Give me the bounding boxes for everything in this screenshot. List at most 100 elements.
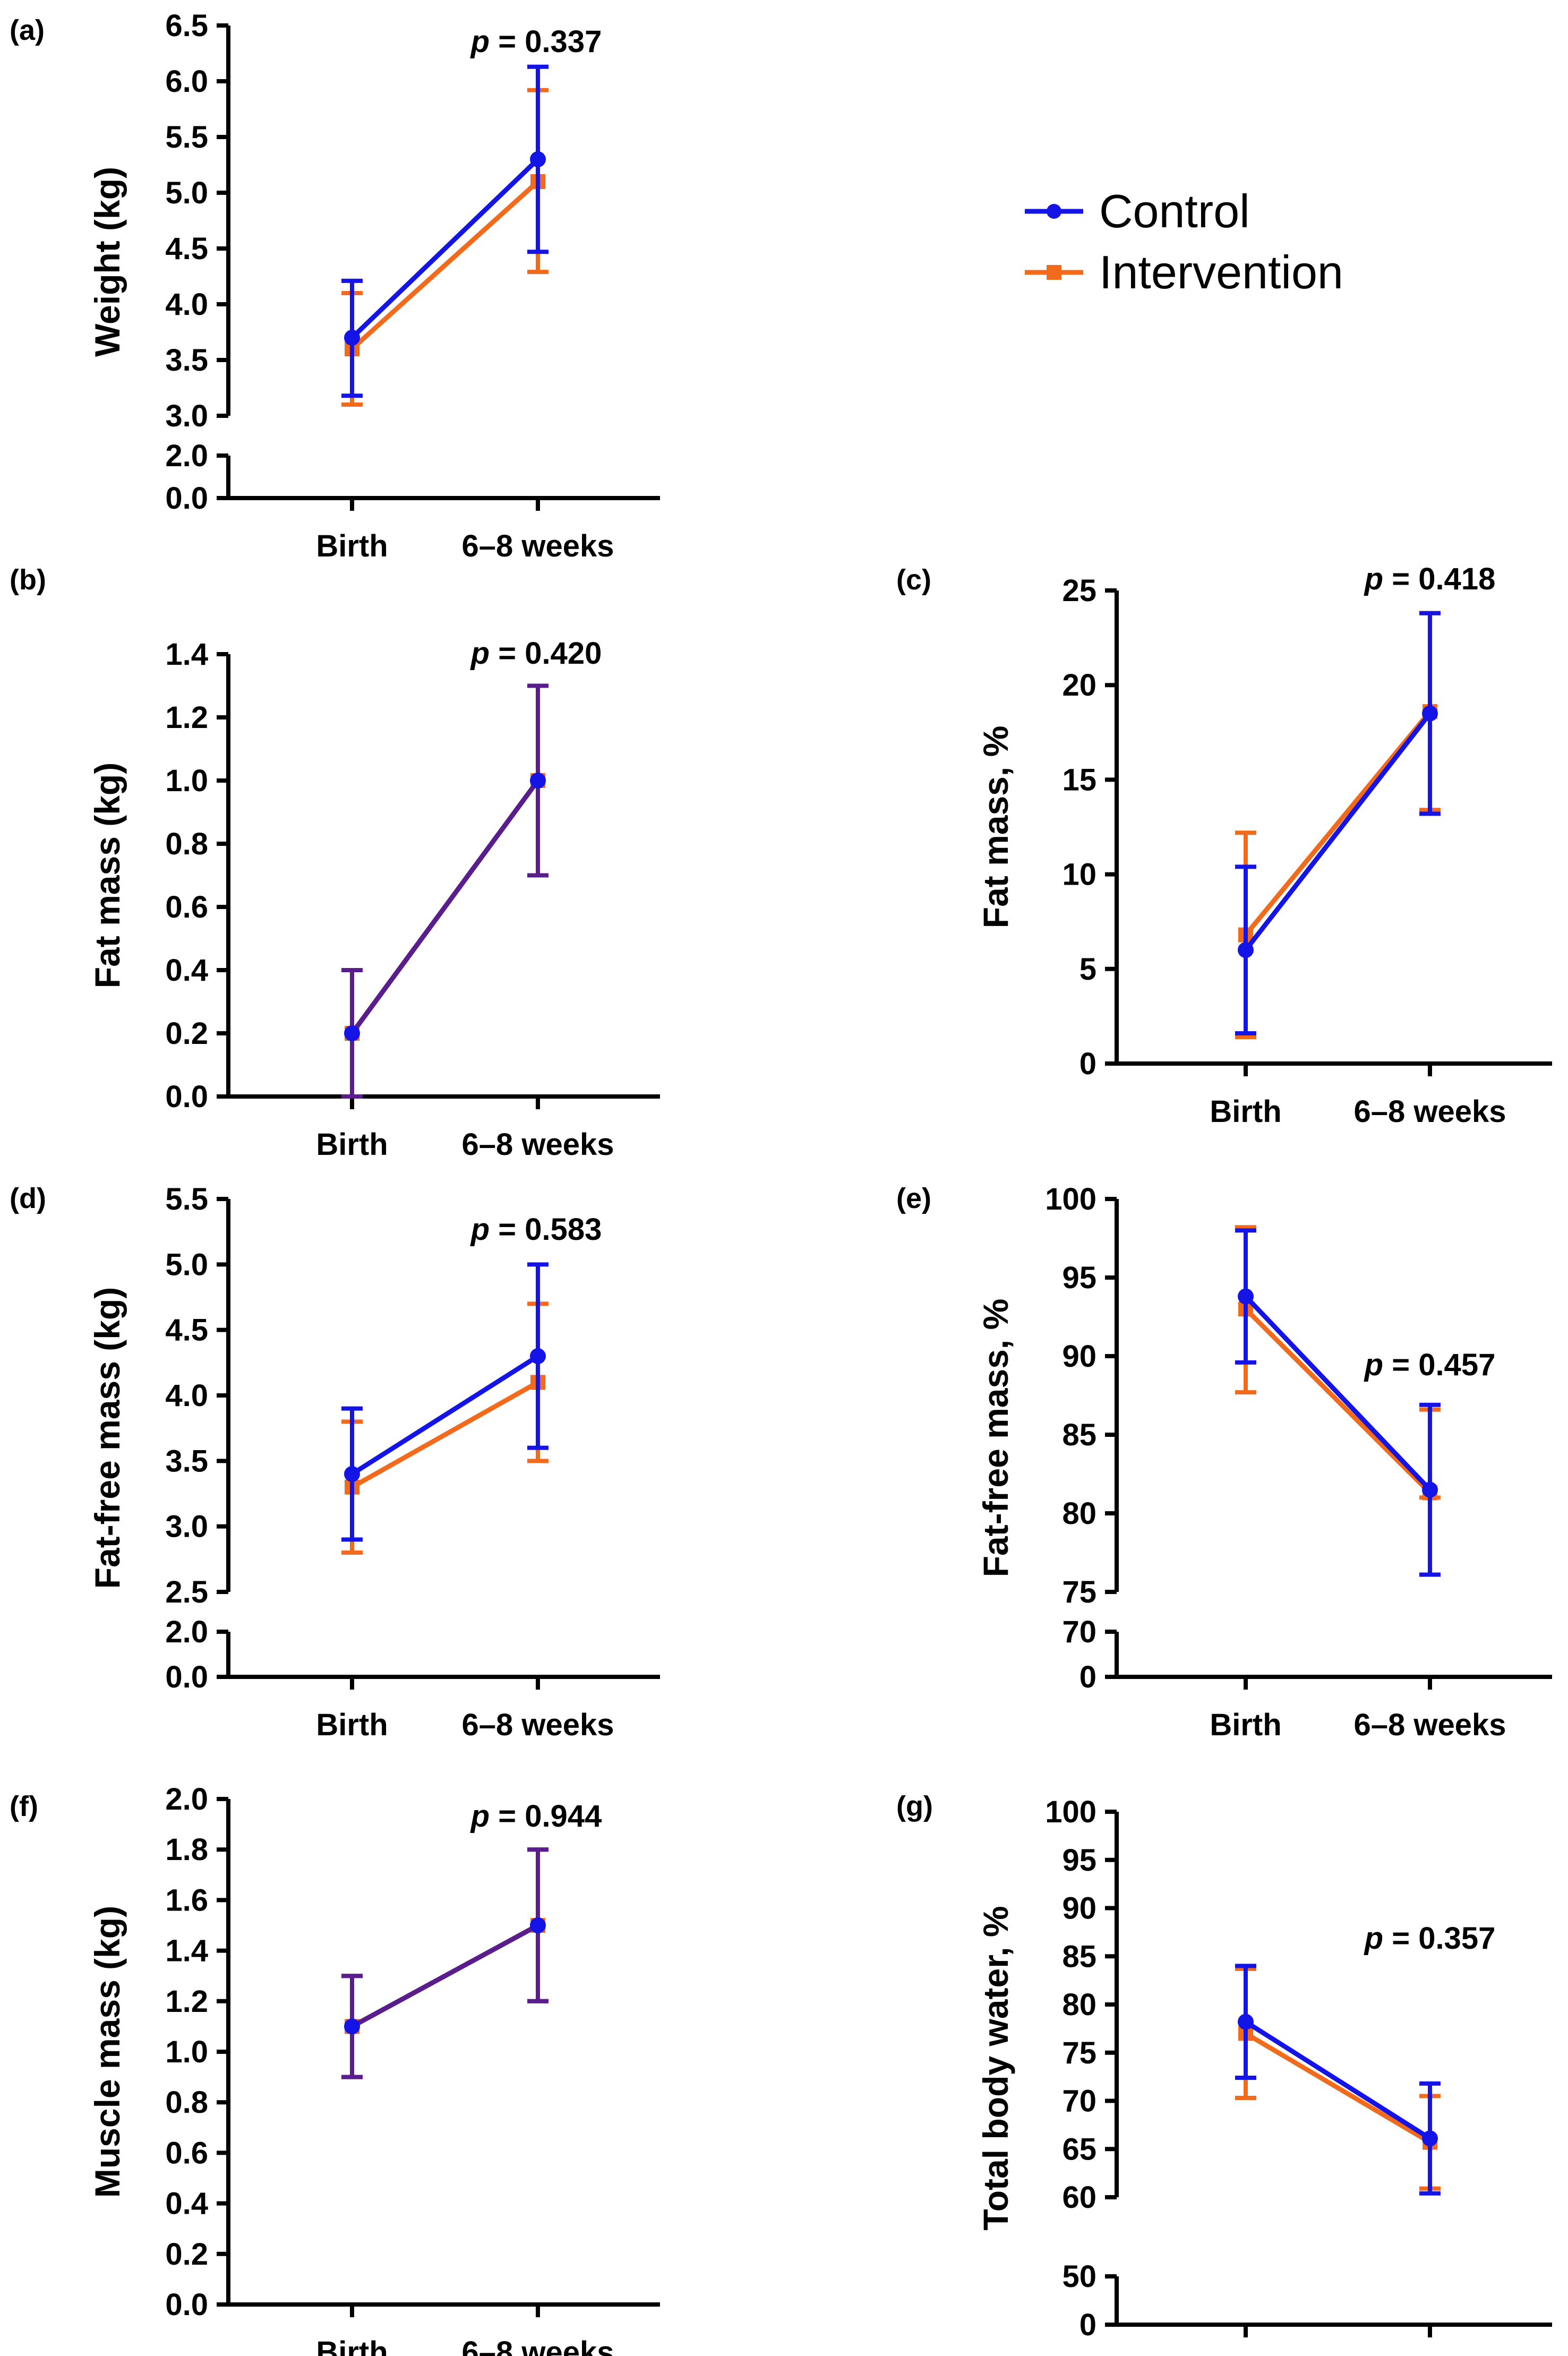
y-tick-label: 90 <box>1062 1891 1096 1926</box>
y-tick-label: 3.0 <box>165 1510 208 1544</box>
control-point <box>530 1917 546 1933</box>
y-tick-label: 100 <box>1045 1182 1096 1216</box>
y-tick-label: 0.8 <box>165 827 208 861</box>
panel-label: (c) <box>896 564 931 596</box>
y-tick-label: 1.0 <box>165 2035 208 2069</box>
y-tick-label: 75 <box>1062 1575 1096 1609</box>
y-axis-label: Weight (kg) <box>88 167 127 357</box>
y-tick-label: 5.5 <box>165 1182 208 1216</box>
y-tick-label: 0.0 <box>165 2288 208 2322</box>
y-tick-label: 3.0 <box>165 399 208 433</box>
y-tick-label: 5.5 <box>165 120 208 155</box>
p-value-annotation: p = 0.337 <box>470 24 602 59</box>
y-tick-label: 10 <box>1062 858 1096 892</box>
control-series-line <box>350 157 540 340</box>
y-tick-label: 1.4 <box>165 1934 208 1968</box>
panel-label: (f) <box>10 1790 38 1822</box>
panel-a: (a) 0.0 2.0 3.0 3.5 4.0 4.5 5.0 5.5 6.0 6.5 Birth 6–… <box>10 8 660 563</box>
intervention-series-line <box>350 1380 539 1489</box>
y-tick-label: 100 <box>1045 1795 1096 1829</box>
y-tick-label: 5.0 <box>165 1247 208 1282</box>
intervention-series-line <box>350 179 540 351</box>
y-tick-label: 4.5 <box>165 232 208 266</box>
x-tick-label: 6–8 weeks <box>461 1708 614 1742</box>
y-axis-label: Fat mass (kg) <box>88 763 127 988</box>
x-tick-label: Birth <box>316 529 388 563</box>
y-tick-label: 1.2 <box>165 1984 208 2019</box>
y-tick-label: 80 <box>1062 1987 1096 2022</box>
p-value-text: = 0.457 <box>1392 1348 1495 1382</box>
p-value-symbol: p <box>470 24 490 59</box>
y-tick-label: 0.6 <box>165 890 208 924</box>
y-tick-label: 1.2 <box>165 700 208 735</box>
x-tick-label: Birth <box>316 1708 388 1742</box>
y-tick-label: 2.0 <box>165 439 208 473</box>
x-tick-label: 6–8 weeks <box>1353 1094 1506 1129</box>
y-tick-label: 4.5 <box>165 1313 208 1348</box>
p-value-text: = 0.418 <box>1392 562 1495 596</box>
control-point <box>1422 2130 1438 2147</box>
control-point <box>530 151 546 167</box>
y-axis-label: Total body water, % <box>976 1906 1015 2230</box>
y-tick-label: 70 <box>1062 2084 1096 2119</box>
y-tick-label: 5.0 <box>165 176 208 210</box>
p-value-text: = 0.337 <box>498 24 602 59</box>
y-tick-label: 1.4 <box>165 637 208 672</box>
p-value-annotation: p = 0.357 <box>1364 1921 1496 1956</box>
p-value-annotation: p = 0.583 <box>470 1212 602 1247</box>
y-tick-label: 4.0 <box>165 287 208 322</box>
p-value-symbol: p <box>1364 562 1383 596</box>
x-tick-label: Birth <box>316 2335 388 2356</box>
control-point <box>1422 705 1438 722</box>
y-tick-label: 2.5 <box>165 1575 208 1609</box>
legend-intervention-marker <box>1047 265 1061 280</box>
panel-label: (e) <box>896 1183 931 1214</box>
y-tick-label: 0.6 <box>165 2136 208 2170</box>
control-series-line <box>350 779 540 1035</box>
control-point <box>344 1466 360 1482</box>
x-tick-label: Birth <box>1210 1708 1281 1742</box>
control-point <box>344 1025 360 1041</box>
control-series-line <box>1244 712 1432 952</box>
intervention-series-line <box>1244 1307 1432 1495</box>
control-point <box>1238 1288 1254 1305</box>
panel-d: (d) 0.0 2.0 2.5 3.0 3.5 4.0 4.5 5.0 5.5 Birth 6–8 w… <box>10 1182 660 1742</box>
intervention-series-line <box>1244 2031 1432 2145</box>
p-value-text: = 0.944 <box>498 1799 602 1834</box>
y-tick-label: 70 <box>1062 1615 1096 1649</box>
x-tick-label: 6–8 weeks <box>1353 1708 1506 1742</box>
y-tick-label: 0.0 <box>165 1080 208 1114</box>
y-tick-label: 85 <box>1062 1939 1096 1974</box>
y-axis-label: Fat mass, % <box>976 726 1015 929</box>
y-tick-label: 0.0 <box>165 481 208 516</box>
y-tick-label: 0 <box>1079 1660 1096 1694</box>
y-tick-label: 65 <box>1062 2132 1096 2166</box>
legend-intervention-label: Intervention <box>1099 246 1343 298</box>
panel-label: (g) <box>896 1790 933 1822</box>
y-tick-label: 0.4 <box>165 953 208 988</box>
y-tick-label: 0.4 <box>165 2187 208 2221</box>
x-tick-label: 6–8 weeks <box>461 1127 614 1162</box>
panel-label: (a) <box>10 14 45 46</box>
panel-f: (f) 0.0 0.2 0.4 0.6 0.8 1.0 1.2 1.4 1.6 1.8 2.0 Birt… <box>10 1782 660 2356</box>
panel-c: (c) 0 5 10 15 20 25 Birth 6–8 weeks Fat mass, % p … <box>896 562 1552 1129</box>
control-point <box>1238 2014 1254 2030</box>
y-tick-label: 0 <box>1079 2308 1096 2342</box>
y-tick-label: 6.5 <box>165 8 208 43</box>
y-tick-label: 0.2 <box>165 2237 208 2272</box>
control-series-line <box>1244 2019 1432 2141</box>
y-tick-label: 1.0 <box>165 764 208 798</box>
p-value-symbol: p <box>470 1212 490 1247</box>
y-tick-label: 25 <box>1062 573 1096 608</box>
control-point <box>344 330 360 346</box>
p-value-annotation: p = 0.420 <box>470 636 602 671</box>
y-tick-label: 0 <box>1079 1047 1096 1081</box>
x-tick-label: 6–8 weeks <box>461 2335 614 2356</box>
control-series-line <box>350 1923 539 2029</box>
control-point <box>1422 1481 1438 1498</box>
y-tick-label: 15 <box>1062 763 1096 797</box>
y-tick-label: 90 <box>1062 1339 1096 1374</box>
panel-e: (e) 0 70 75 80 85 90 95 100 Birth 6–8 weeks Fat-fre… <box>896 1182 1552 1742</box>
y-tick-label: 2.0 <box>165 1782 208 1817</box>
y-tick-label: 6.0 <box>165 64 208 99</box>
